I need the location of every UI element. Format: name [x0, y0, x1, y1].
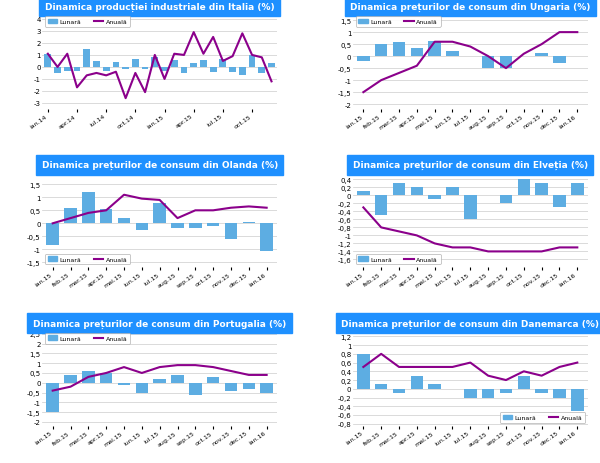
Bar	[207, 377, 220, 383]
Bar	[428, 196, 441, 200]
Bar	[46, 383, 59, 412]
Bar	[136, 383, 148, 393]
Bar	[200, 61, 207, 68]
Bar	[103, 68, 110, 71]
Bar	[225, 383, 237, 391]
Bar	[44, 55, 51, 68]
Bar	[535, 184, 548, 196]
Bar	[446, 188, 459, 196]
Bar	[553, 196, 566, 208]
Bar	[357, 192, 370, 196]
Bar	[83, 50, 90, 68]
Bar	[64, 375, 77, 383]
Title: Dinamica prețurilor de consum din Olanda (%): Dinamica prețurilor de consum din Olanda…	[41, 161, 278, 170]
Bar	[375, 196, 388, 216]
Bar	[500, 57, 512, 69]
Bar	[181, 68, 187, 74]
Bar	[260, 383, 273, 393]
Title: Dinamica prețurilor de consum din Portugalia (%): Dinamica prețurilor de consum din Portug…	[33, 319, 286, 328]
Title: Dinamica prețurilor de consum din Ungaria (%): Dinamica prețurilor de consum din Ungari…	[350, 3, 590, 12]
Bar	[242, 383, 255, 389]
Bar	[248, 56, 256, 68]
Bar	[229, 68, 236, 73]
Bar	[375, 385, 388, 389]
Legend: Lunară, Anuală: Lunară, Anuală	[45, 254, 130, 265]
Bar	[171, 224, 184, 229]
Bar	[171, 375, 184, 383]
Bar	[113, 63, 119, 68]
Bar	[100, 210, 112, 224]
Bar	[482, 389, 494, 398]
Bar	[54, 68, 61, 74]
Legend: Lunară, Anuală: Lunară, Anuală	[45, 17, 130, 27]
Bar	[100, 373, 112, 383]
Bar	[64, 208, 77, 224]
Bar	[225, 224, 237, 239]
Bar	[500, 389, 512, 393]
Bar	[189, 224, 202, 229]
Bar	[93, 62, 100, 68]
Bar	[154, 379, 166, 383]
Bar	[171, 61, 178, 68]
Bar	[393, 184, 405, 196]
Bar	[122, 68, 129, 70]
Bar	[190, 64, 197, 68]
Bar	[136, 224, 148, 230]
Bar	[151, 58, 158, 68]
Bar	[260, 224, 273, 251]
Bar	[259, 68, 265, 74]
Bar	[239, 68, 246, 76]
Bar	[428, 42, 441, 57]
Bar	[118, 383, 130, 385]
Legend: Lunară, Anuală: Lunară, Anuală	[45, 333, 130, 344]
Bar	[518, 180, 530, 196]
Bar	[393, 43, 405, 57]
Bar	[357, 57, 370, 62]
Bar	[428, 385, 441, 389]
Bar	[553, 389, 566, 398]
Title: Dinamica prețurilor de consum din Danemarca (%): Dinamica prețurilor de consum din Danema…	[341, 319, 599, 328]
Title: Dinamica producției industriale din Italia (%): Dinamica producției industriale din Ital…	[45, 3, 274, 12]
Bar	[46, 224, 59, 246]
Bar	[553, 57, 566, 64]
Bar	[571, 389, 584, 411]
Bar	[410, 188, 423, 196]
Bar	[464, 196, 476, 220]
Title: Dinamica prețurilor de consum din Elveția (%): Dinamica prețurilor de consum din Elveți…	[353, 161, 588, 170]
Bar	[357, 354, 370, 389]
Bar	[518, 376, 530, 389]
Bar	[268, 64, 275, 68]
Bar	[132, 59, 139, 68]
Bar	[161, 68, 168, 71]
Bar	[535, 389, 548, 393]
Bar	[446, 52, 459, 57]
Bar	[118, 219, 130, 224]
Legend: Lunară, Anuală: Lunară, Anuală	[500, 413, 585, 423]
Bar	[571, 184, 584, 196]
Bar	[189, 383, 202, 394]
Bar	[82, 193, 95, 224]
Legend: Lunară, Anuală: Lunară, Anuală	[356, 17, 440, 27]
Bar	[242, 223, 255, 224]
Bar	[535, 53, 548, 57]
Bar	[64, 68, 71, 71]
Bar	[393, 389, 405, 393]
Bar	[207, 224, 220, 226]
Bar	[74, 68, 80, 71]
Bar	[210, 68, 217, 73]
Bar	[464, 389, 476, 398]
Bar	[482, 57, 494, 69]
Legend: Lunară, Anuală: Lunară, Anuală	[356, 254, 440, 265]
Bar	[154, 203, 166, 224]
Bar	[142, 68, 148, 70]
Bar	[82, 371, 95, 383]
Bar	[220, 59, 226, 68]
Bar	[410, 376, 423, 389]
Bar	[500, 196, 512, 204]
Bar	[410, 49, 423, 57]
Bar	[375, 45, 388, 57]
